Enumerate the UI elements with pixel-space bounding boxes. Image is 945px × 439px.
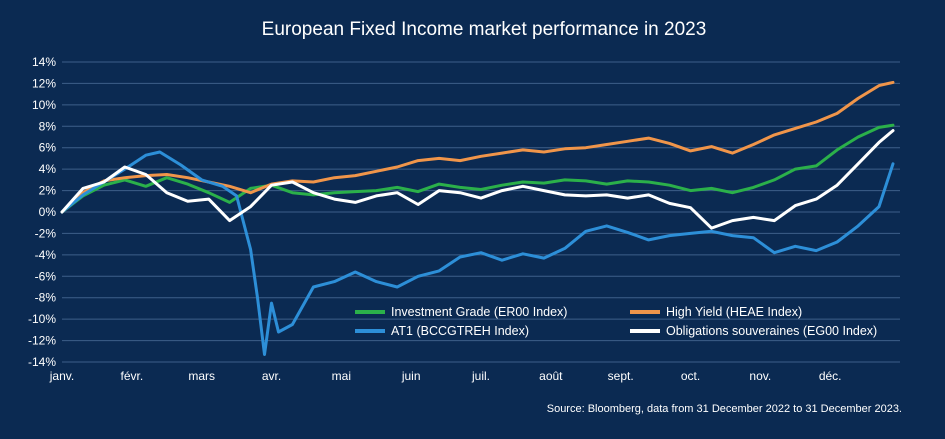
series-line-2 xyxy=(60,150,895,356)
source-note: Source: Bloomberg, data from 31 December… xyxy=(547,403,902,415)
x-tick-label: nov. xyxy=(749,369,771,383)
y-tick-label: 8% xyxy=(39,119,57,133)
legend-label-3: Obligations souveraines (EG00 Index) xyxy=(666,324,877,338)
x-tick-label: mai xyxy=(332,369,351,383)
x-tick-label: août xyxy=(539,369,563,383)
y-tick-label: 0% xyxy=(39,205,57,219)
series-line-0 xyxy=(60,123,895,214)
legend: Investment Grade (ER00 Index) High Yield … xyxy=(355,305,877,338)
x-tick-label: juin xyxy=(401,369,421,383)
x-tick-label: févr. xyxy=(120,369,143,383)
y-tick-label: -2% xyxy=(35,226,57,240)
x-tick-label: avr. xyxy=(262,369,281,383)
y-tick-label: 2% xyxy=(39,184,57,198)
series-layer xyxy=(60,80,895,356)
y-tick-label: 12% xyxy=(32,76,56,90)
x-tick-label: déc. xyxy=(819,369,842,383)
y-tick-label: -10% xyxy=(28,312,56,326)
y-tick-label: -12% xyxy=(28,334,56,348)
x-axis-ticks: janv. févr. mars avr. mai juin juil. août sept. o… xyxy=(49,369,842,383)
chart-title: European Fixed Income market performance… xyxy=(262,19,707,40)
grid-layer xyxy=(62,61,900,363)
y-tick-label: -4% xyxy=(35,248,57,262)
x-tick-label: mars xyxy=(188,369,215,383)
x-tick-label: sept. xyxy=(608,369,634,383)
legend-label-2: AT1 (BCCGTREH Index) xyxy=(391,324,529,338)
y-tick-label: 10% xyxy=(32,98,56,112)
y-tick-label: 4% xyxy=(39,162,57,176)
legend-label-1: High Yield (HEAE Index) xyxy=(666,305,802,319)
y-tick-label: -6% xyxy=(35,269,57,283)
y-tick-label: 14% xyxy=(32,55,56,69)
legend-label-0: Investment Grade (ER00 Index) xyxy=(391,305,567,319)
y-tick-label: 6% xyxy=(39,141,57,155)
y-tick-label: -8% xyxy=(35,291,57,305)
y-axis-ticks: 14% 12% 10% 8% 6% 4% 2% 0% -2% -4% -6% -8% -10% -12% -… xyxy=(28,55,56,369)
series-line-3 xyxy=(60,129,895,230)
x-tick-label: oct. xyxy=(681,369,700,383)
x-tick-label: juil. xyxy=(471,369,490,383)
y-tick-label: -14% xyxy=(28,355,56,369)
x-tick-label: janv. xyxy=(49,369,74,383)
